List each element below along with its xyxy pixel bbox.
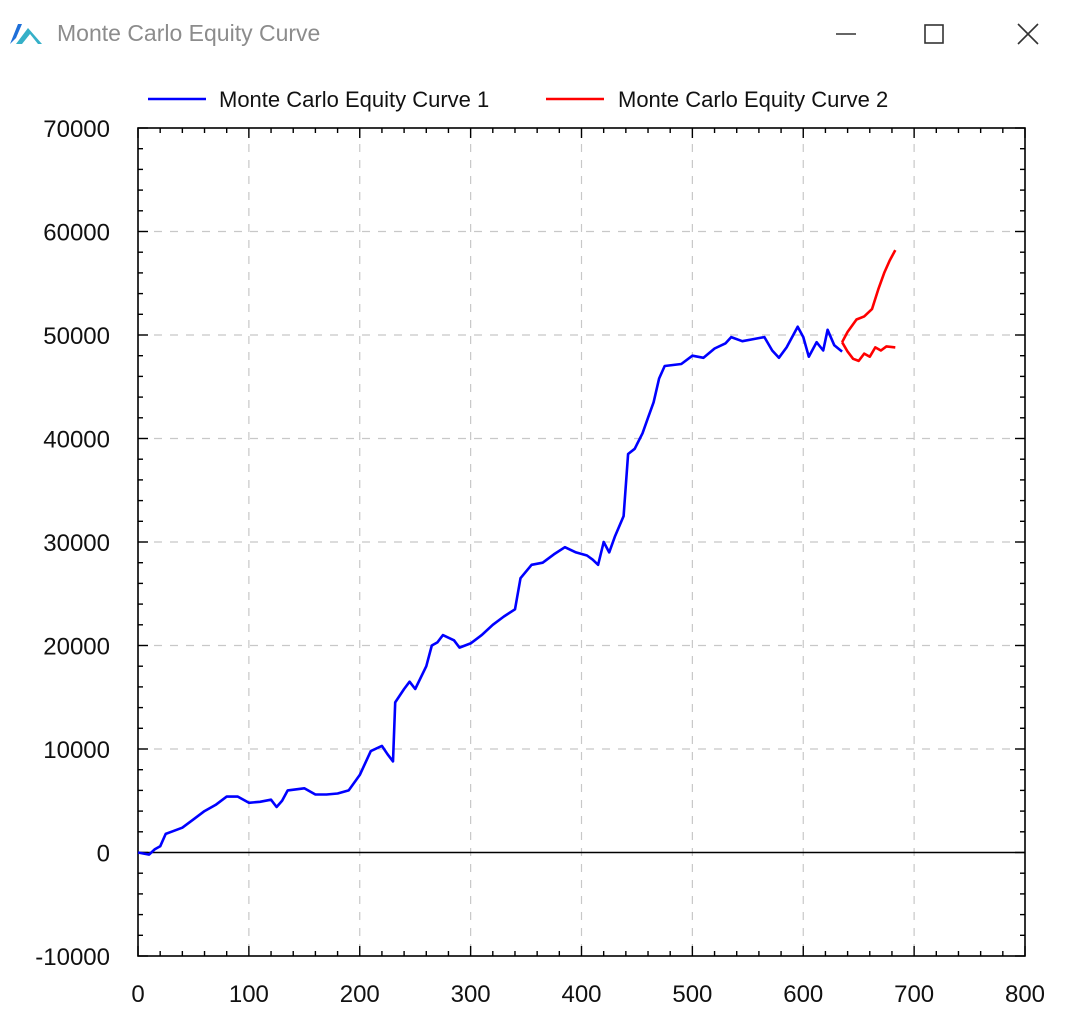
x-tick-label: 600 [783, 981, 823, 1008]
y-tick-label: 20000 [43, 634, 110, 661]
y-tick-label: 60000 [43, 220, 110, 247]
x-tick-label: 0 [131, 981, 144, 1008]
x-tick-label: 100 [229, 981, 269, 1008]
legend-label-series-1: Monte Carlo Equity Curve 1 [219, 87, 489, 112]
minimize-button[interactable] [822, 12, 870, 56]
series-line-2 [840, 341, 896, 363]
window-titlebar: Monte Carlo Equity Curve [0, 0, 1080, 66]
y-tick-label: 40000 [43, 427, 110, 454]
y-tick-label: 0 [97, 841, 110, 868]
y-tick-label: 50000 [43, 323, 110, 350]
window-title: Monte Carlo Equity Curve [57, 20, 321, 46]
legend-label-series-2: Monte Carlo Equity Curve 2 [618, 87, 888, 112]
maximize-icon [924, 24, 944, 44]
chart-grid [138, 128, 1025, 956]
series-line-1 [137, 325, 843, 856]
close-icon [1017, 23, 1039, 45]
y-tick-label: 70000 [43, 116, 110, 143]
chart-series [137, 249, 897, 856]
maximize-button[interactable] [910, 12, 958, 56]
y-tick-label: -10000 [35, 944, 110, 971]
y-tick-label: 10000 [43, 737, 110, 764]
x-tick-label: 400 [561, 981, 601, 1008]
x-tick-label: 500 [672, 981, 712, 1008]
series-line-2 [840, 249, 897, 343]
x-tick-label: 800 [1005, 981, 1045, 1008]
app-logo-icon [8, 20, 48, 46]
chart-legend: Monte Carlo Equity Curve 1 Monte Carlo E… [148, 87, 888, 112]
minimize-icon [836, 33, 856, 35]
x-tick-label: 300 [451, 981, 491, 1008]
close-button[interactable] [1004, 12, 1052, 56]
x-tick-label: 700 [894, 981, 934, 1008]
chart-axes: 0 100 200 300 400 500 600 700 800 -10000 0 10000 200… [35, 116, 1045, 1008]
y-tick-label: 30000 [43, 530, 110, 557]
x-tick-label: 200 [340, 981, 380, 1008]
